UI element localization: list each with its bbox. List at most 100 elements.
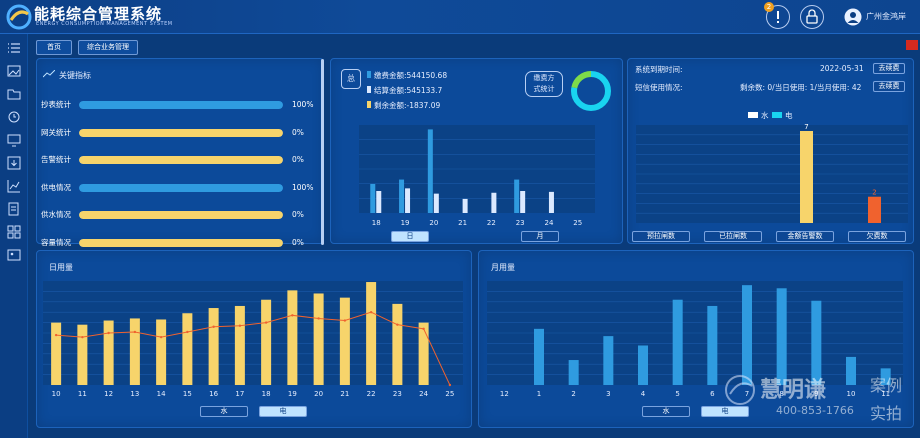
document-icon[interactable] bbox=[6, 201, 22, 217]
bar bbox=[399, 179, 405, 213]
menu-icon[interactable] bbox=[6, 40, 22, 56]
bar bbox=[603, 336, 614, 385]
payment-method-button[interactable]: 缴费方 式统计 bbox=[525, 71, 563, 97]
watermark-phone: 400-853-1766 bbox=[776, 404, 854, 417]
bar bbox=[392, 303, 403, 385]
kpi-label: 供电情况 bbox=[41, 182, 71, 192]
monthly-usage-chart: 12 1 2 3 4 5 6 7 8 9 10 11 bbox=[487, 281, 903, 398]
daily-water-button[interactable]: 水 bbox=[200, 406, 248, 417]
exclamation-icon bbox=[777, 11, 779, 23]
notification-badge: 2 bbox=[764, 2, 774, 12]
bar bbox=[208, 308, 219, 385]
line-chart-icon[interactable] bbox=[6, 178, 22, 194]
monitor-icon[interactable] bbox=[6, 132, 22, 148]
bar bbox=[261, 299, 272, 385]
gallery-icon[interactable] bbox=[6, 247, 22, 263]
kpi-progress-fill bbox=[79, 238, 283, 247]
renew-system-button[interactable]: 去续费 bbox=[873, 63, 905, 74]
bar bbox=[370, 183, 376, 213]
data-label: 7 bbox=[804, 123, 808, 131]
kpi-scrollbar[interactable] bbox=[321, 59, 324, 245]
expire-date: 2022-05-31 bbox=[820, 64, 864, 73]
payment-bar-chart: 18 19 20 21 22 23 24 25 bbox=[359, 125, 595, 227]
x-tick-label: 24 bbox=[544, 219, 553, 227]
expire-label: 系统到期时间: bbox=[635, 65, 683, 74]
day-button[interactable]: 日 bbox=[391, 231, 429, 242]
x-tick-label: 21 bbox=[458, 219, 467, 227]
daily-electric-button[interactable]: 电 bbox=[259, 406, 307, 417]
bar bbox=[462, 198, 468, 213]
lock-button[interactable] bbox=[800, 5, 824, 29]
renew-sms-button[interactable]: 去续费 bbox=[873, 81, 905, 92]
monthly-usage-title: 月用量 bbox=[491, 263, 515, 272]
month-button[interactable]: 月 bbox=[521, 231, 559, 242]
bar bbox=[366, 282, 377, 385]
x-tick-label: 10 bbox=[847, 390, 856, 398]
watermark-photo: 实拍 bbox=[870, 404, 903, 423]
alarm-filter-button[interactable]: 金额告警数 bbox=[776, 231, 834, 242]
kpi-progress-bar bbox=[79, 156, 283, 164]
x-tick-label: 5 bbox=[675, 390, 679, 398]
bar bbox=[707, 305, 718, 385]
monthly-electric-button[interactable]: 电 bbox=[701, 406, 749, 417]
alarm-filter-button[interactable]: 已拉闸数 bbox=[704, 231, 762, 242]
bar bbox=[313, 293, 324, 385]
bar bbox=[514, 179, 520, 213]
x-tick-label: 24 bbox=[419, 390, 428, 398]
app-header: 能耗综合管理系统 ENERGY CONSUMPTION MANAGEMENT S… bbox=[0, 0, 920, 34]
bar bbox=[491, 192, 497, 213]
image-icon[interactable] bbox=[6, 63, 22, 79]
sms-label: 短信使用情况: bbox=[635, 83, 683, 92]
bar bbox=[846, 356, 856, 385]
x-tick-label: 8 bbox=[779, 390, 783, 398]
refresh-icon[interactable] bbox=[6, 109, 22, 125]
alert-button[interactable] bbox=[766, 5, 790, 29]
monthly-water-button[interactable]: 水 bbox=[642, 406, 690, 417]
kpi-progress-fill bbox=[79, 211, 283, 219]
bar bbox=[776, 288, 787, 385]
folder-icon[interactable] bbox=[6, 86, 22, 102]
kpi-progress-bar bbox=[79, 238, 283, 247]
daily-usage-title: 日用量 bbox=[49, 263, 73, 272]
user-name: 广州金鸿岸 bbox=[866, 12, 906, 21]
close-all-tabs-button[interactable] bbox=[906, 40, 918, 50]
user-menu[interactable]: 广州金鸿岸 bbox=[844, 7, 918, 27]
watermark-brand: 慧明谦 bbox=[760, 378, 827, 403]
alarm-filter-button[interactable]: 欠费数 bbox=[848, 231, 906, 242]
x-tick-label: 16 bbox=[209, 390, 218, 398]
grid-icon[interactable] bbox=[6, 224, 22, 240]
sidebar bbox=[0, 34, 28, 438]
bar bbox=[234, 305, 245, 385]
payment-donut-chart bbox=[571, 71, 611, 111]
line-point bbox=[396, 323, 399, 326]
x-tick-label: 4 bbox=[641, 390, 646, 398]
bar bbox=[638, 345, 648, 385]
kpi-progress-bar bbox=[79, 211, 283, 219]
x-tick-label: 12 bbox=[104, 390, 113, 398]
kpi-progress-fill bbox=[79, 101, 283, 109]
tab-home[interactable]: 首页 bbox=[36, 40, 72, 55]
x-tick-label: 13 bbox=[130, 390, 139, 398]
settled-amount: 结算金额:545133.7 bbox=[374, 86, 443, 95]
tab-business-management[interactable]: 综合业务管理 bbox=[78, 40, 138, 55]
line-point bbox=[422, 327, 425, 331]
x-tick-label: 25 bbox=[445, 390, 454, 398]
x-tick-label: 2 bbox=[571, 390, 575, 398]
kpi-label: 网关统计 bbox=[41, 127, 71, 137]
daily-usage-chart: 10 11 12 13 14 15 16 17 18 19 20 21 22 23 24 25 bbox=[43, 281, 463, 398]
x-tick-label: 23 bbox=[516, 219, 525, 227]
download-icon[interactable] bbox=[6, 155, 22, 171]
alarm-filter-button[interactable]: 预拉闸数 bbox=[632, 231, 690, 242]
kpi-label: 抄表统计 bbox=[41, 100, 71, 109]
paid-legend-swatch bbox=[367, 71, 371, 78]
bar bbox=[182, 313, 193, 385]
x-tick-label: 17 bbox=[235, 390, 244, 398]
bar bbox=[427, 129, 433, 213]
bar bbox=[868, 196, 881, 223]
x-tick-label: 11 bbox=[78, 390, 87, 398]
x-tick-label: 6 bbox=[710, 390, 715, 398]
kpi-progress-bar bbox=[79, 101, 283, 109]
line-point bbox=[159, 335, 163, 339]
x-tick-label: 23 bbox=[393, 390, 402, 398]
avatar-icon bbox=[844, 8, 862, 26]
